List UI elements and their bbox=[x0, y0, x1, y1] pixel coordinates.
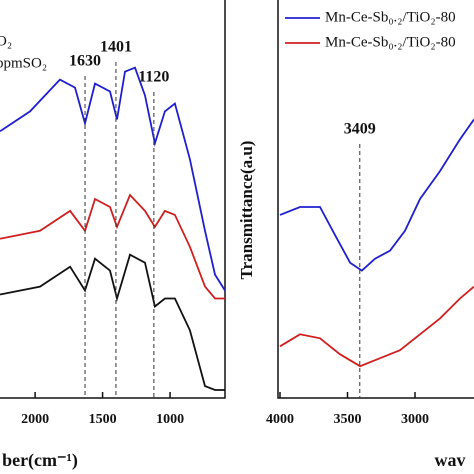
series-line bbox=[0, 253, 225, 391]
legend-label: Mn-Ce-Sb₀.₂/TiO₂-80 bbox=[325, 34, 456, 50]
legend-label: O₂ bbox=[0, 33, 12, 49]
series-line bbox=[0, 66, 226, 291]
legend-label: ppmSO₂ bbox=[0, 55, 47, 71]
annotation-label: 1120 bbox=[138, 69, 169, 86]
x-axis-label: ber(cm⁻¹) bbox=[2, 450, 78, 471]
x-tick-label: 1500 bbox=[89, 412, 117, 427]
legend-label: Mn-Ce-Sb₀.₂/TiO₂-80 bbox=[325, 9, 456, 25]
right-frame bbox=[277, 0, 474, 399]
series-line bbox=[0, 193, 225, 300]
x-tick-label: 2000 bbox=[21, 412, 49, 427]
x-tick-label: 1000 bbox=[156, 412, 184, 427]
left-frame bbox=[0, 0, 226, 399]
annotation-label: 1630 bbox=[69, 53, 101, 70]
annotation-label: 1401 bbox=[100, 39, 132, 56]
y-axis-label: Transmittance(a.u) bbox=[237, 141, 256, 280]
x-axis-label: wav bbox=[435, 450, 466, 470]
annotation-label: 3409 bbox=[344, 121, 376, 138]
x-tick-label: 3000 bbox=[401, 412, 429, 427]
x-tick-label: 3500 bbox=[334, 412, 362, 427]
series-line bbox=[279, 285, 474, 368]
x-tick-label: 4000 bbox=[266, 412, 294, 427]
series-line bbox=[279, 118, 474, 272]
